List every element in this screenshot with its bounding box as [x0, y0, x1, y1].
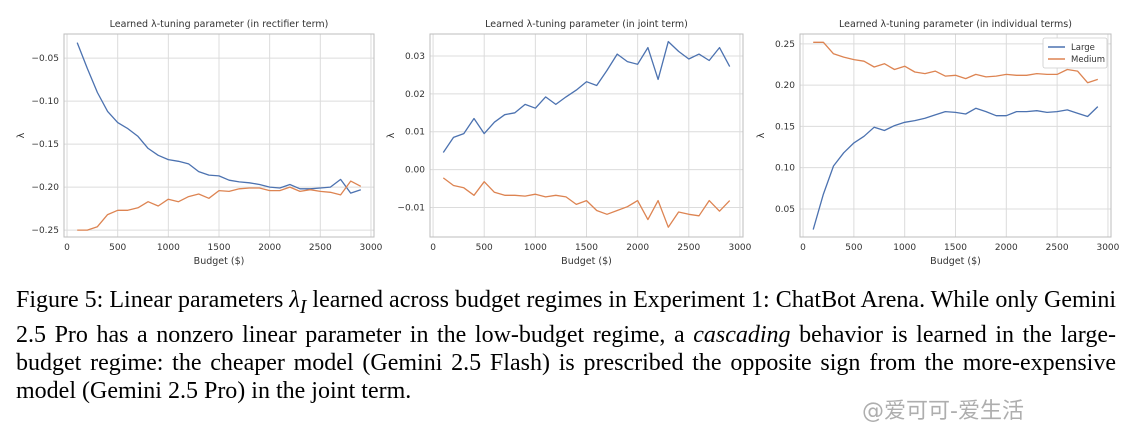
x-tick-label: 3000: [1096, 243, 1119, 253]
x-tick-label: 0: [800, 243, 806, 253]
y-tick-label: 0.00: [405, 166, 425, 176]
x-tick-label: 0: [64, 243, 70, 253]
plot-frame: [63, 33, 375, 238]
series-line-1: [76, 42, 362, 194]
legend-label: Large: [1071, 43, 1095, 53]
y-tick-label: 0.05: [775, 205, 795, 215]
y-axis-label: λ: [756, 132, 767, 138]
series-line-2: [77, 180, 362, 231]
x-tick-label: 500: [476, 243, 493, 253]
y-tick-label: −0.01: [397, 203, 425, 213]
x-tick-label: 2000: [626, 243, 649, 253]
x-tick-label: 1500: [944, 243, 967, 253]
plot-frame: [799, 33, 1112, 238]
chart-2: Learned λ-tuning parameter (in joint ter…: [386, 19, 752, 267]
x-tick-label: 500: [109, 243, 126, 253]
x-tick-label: 1000: [524, 243, 547, 253]
chart-title: Learned λ-tuning parameter (in rectifier…: [110, 19, 329, 30]
y-tick-label: 0.20: [775, 81, 795, 91]
y-tick-label: −0.15: [31, 140, 59, 150]
chart-title: Learned λ-tuning parameter (in joint ter…: [485, 19, 688, 30]
x-tick-label: 1000: [893, 243, 916, 253]
series-line-1: [812, 106, 1099, 230]
legend-label: Medium: [1071, 55, 1105, 65]
caption-emphasis: cascading: [693, 321, 791, 348]
caption-symbol: λ: [289, 287, 300, 313]
y-tick-label: −0.10: [31, 97, 59, 107]
x-tick-label: 2000: [258, 243, 281, 253]
caption-text-2: behavior is learned in the large-budget …: [16, 321, 1116, 404]
x-tick-label: 1500: [575, 243, 598, 253]
x-axis-label: Budget ($): [930, 256, 981, 267]
y-tick-label: −0.25: [31, 226, 59, 236]
y-tick-label: 0.10: [775, 164, 795, 174]
x-tick-label: 0: [430, 243, 436, 253]
y-tick-label: −0.05: [31, 54, 59, 64]
x-tick-label: 2500: [1046, 243, 1069, 253]
x-axis-label: Budget ($): [194, 256, 245, 267]
y-tick-label: 0.25: [775, 40, 795, 50]
watermark: @爱可可-爱生活: [862, 399, 1024, 424]
chart-1: Learned λ-tuning parameter (in rectifier…: [16, 19, 383, 267]
x-tick-label: 500: [845, 243, 862, 253]
chart-3: Learned λ-tuning parameter (in individua…: [756, 19, 1120, 267]
y-tick-label: −0.20: [31, 183, 59, 193]
x-tick-label: 2500: [677, 243, 700, 253]
x-tick-label: 3000: [728, 243, 751, 253]
y-tick-label: 0.03: [405, 52, 425, 62]
figure-5: Learned λ-tuning parameter (in rectifier…: [16, 19, 1120, 267]
caption-symbol-subscript: I: [299, 295, 307, 318]
y-axis-label: λ: [16, 132, 27, 138]
legend: Large Medium: [1042, 37, 1108, 69]
y-tick-label: 0.15: [775, 122, 795, 132]
y-tick-label: 0.01: [405, 128, 425, 138]
caption-text-1: learned across budget regimes in Experim…: [16, 287, 1116, 348]
figure-charts: Learned λ-tuning parameter (in rectifier…: [16, 19, 1120, 267]
x-axis-label: Budget ($): [561, 256, 612, 267]
x-tick-label: 1000: [157, 243, 180, 253]
x-tick-label: 2500: [309, 243, 332, 253]
y-axis-label: λ: [386, 132, 397, 138]
series-line-2: [813, 41, 1099, 84]
x-tick-label: 2000: [995, 243, 1018, 253]
legend-box: [1042, 37, 1108, 69]
x-tick-label: 3000: [360, 243, 383, 253]
chart-title: Learned λ-tuning parameter (in individua…: [839, 19, 1072, 30]
y-tick-label: 0.02: [405, 90, 425, 100]
series-line-2: [442, 177, 731, 228]
series-line-1: [442, 40, 731, 153]
x-tick-label: 1500: [208, 243, 231, 253]
figure-caption: Figure 5: Linear parameters λI learned a…: [16, 286, 1116, 405]
caption-prefix: Figure 5: Linear parameters: [16, 287, 290, 313]
plot-frame: [429, 33, 744, 238]
